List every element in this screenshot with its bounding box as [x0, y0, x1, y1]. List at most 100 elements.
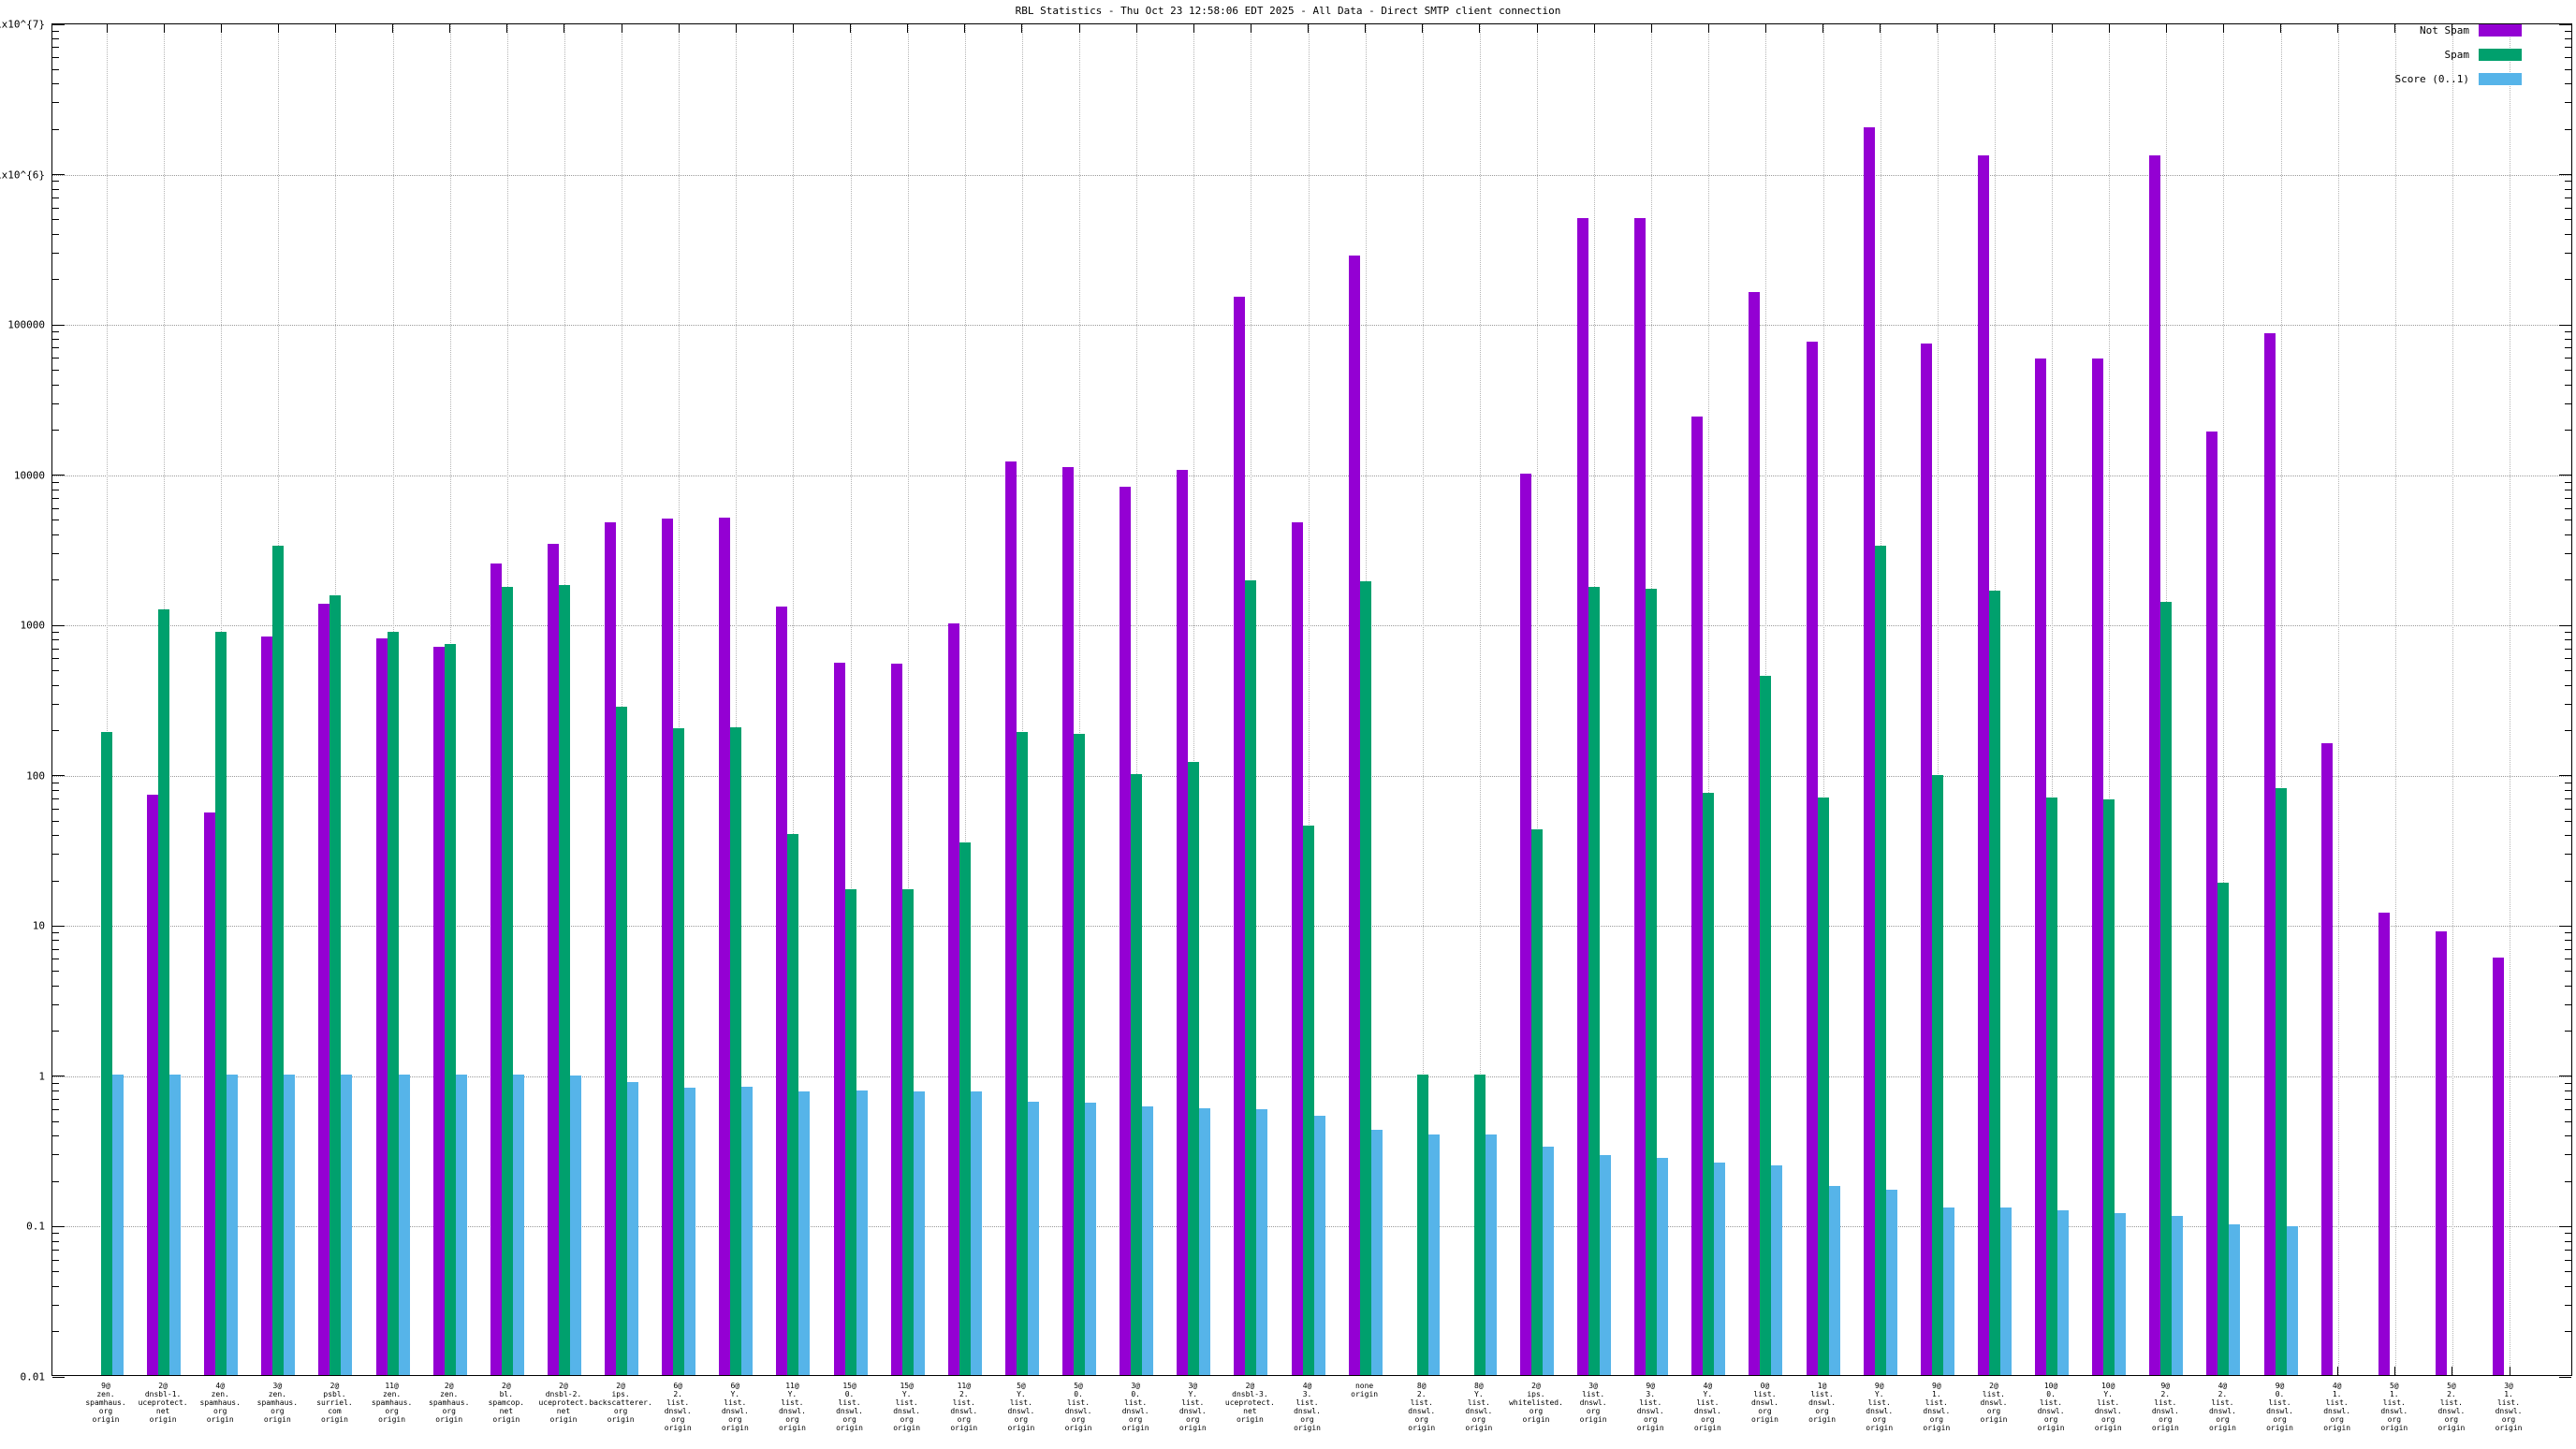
y-tick-label: 1x10^{6}: [0, 168, 45, 182]
y-minor-tick-right: [2565, 358, 2571, 359]
bar-spam: [616, 706, 628, 1375]
bar-spam: [901, 889, 914, 1375]
y-minor-tick-right: [2565, 1109, 2571, 1110]
v-gridline: [2394, 24, 2396, 1375]
bar-spam: [1531, 828, 1543, 1375]
y-minor-tick-left: [52, 948, 59, 950]
y-major-tick-left: [52, 624, 65, 626]
y-minor-tick-right: [2565, 648, 2571, 650]
v-gridline: [2223, 24, 2225, 1375]
y-major-tick-right: [2559, 1225, 2571, 1227]
bar-spam: [444, 644, 456, 1375]
bar-spam: [272, 545, 285, 1375]
bar-not-spam: [432, 647, 445, 1375]
x-tick-top: [792, 24, 794, 33]
x-tick-label: 4@ 2. list. dnswl. org origin: [2208, 1382, 2236, 1432]
y-minor-tick-left: [52, 68, 59, 70]
bar-not-spam: [1634, 217, 1647, 1375]
y-minor-tick-left: [52, 932, 59, 934]
v-gridline: [1422, 24, 1424, 1375]
x-tick-top: [2280, 24, 2282, 33]
x-tick-label: 10@ Y. list. dnswl. org origin: [2094, 1382, 2122, 1432]
y-minor-tick-left: [52, 498, 59, 500]
x-tick-label: 9@ 3. list. dnswl. org origin: [1636, 1382, 1664, 1432]
x-tick-label: 11@ Y. list. dnswl. org origin: [778, 1382, 806, 1432]
y-minor-tick-left: [52, 181, 59, 183]
bar-score: [2115, 1212, 2127, 1375]
bar-score: [1999, 1208, 2012, 1375]
v-gridline: [1308, 24, 1310, 1375]
x-tick-top: [1536, 24, 1538, 33]
y-major-tick-right: [2559, 1376, 2571, 1378]
y-minor-tick-left: [52, 481, 59, 483]
y-minor-tick-left: [52, 789, 59, 791]
x-tick-label: 15@ Y. list. dnswl. org origin: [893, 1382, 921, 1432]
bar-spam: [844, 889, 856, 1375]
y-minor-tick-right: [2565, 128, 2571, 130]
y-minor-tick-right: [2565, 1233, 2571, 1235]
y-minor-tick-left: [52, 57, 59, 59]
y-major-tick-right: [2559, 624, 2571, 626]
bar-score: [1370, 1129, 1383, 1375]
x-tick-top: [1994, 24, 1996, 33]
x-tick-top: [2108, 24, 2110, 33]
x-tick-top: [1822, 24, 1824, 33]
y-minor-tick-left: [52, 429, 59, 431]
y-minor-tick-right: [2565, 880, 2571, 882]
v-gridline: [736, 24, 738, 1375]
x-tick-label: 2@ ips. backscatterer. org origin: [589, 1382, 652, 1424]
x-tick-label: 4@ Y. list. dnswl. org origin: [1693, 1382, 1721, 1432]
x-tick-top: [2394, 24, 2396, 33]
y-minor-tick-left: [52, 798, 59, 800]
bar-not-spam: [2378, 912, 2390, 1375]
bar-score: [227, 1074, 239, 1375]
y-minor-tick-left: [52, 820, 59, 822]
y-minor-tick-right: [2565, 1099, 2571, 1101]
v-gridline: [793, 24, 795, 1375]
legend-swatch-score: [2479, 73, 2522, 85]
x-tick-bottom: [2337, 1367, 2339, 1375]
x-tick-label: 8@ 2. list. dnswl. org origin: [1408, 1382, 1436, 1432]
bar-spam: [1416, 1074, 1428, 1375]
y-minor-tick-left: [52, 83, 59, 85]
x-tick-top: [1021, 24, 1023, 33]
bar-not-spam: [662, 519, 674, 1375]
y-minor-tick-left: [52, 534, 59, 536]
y-minor-tick-right: [2565, 384, 2571, 386]
y-tick-label: 0.1: [26, 1220, 45, 1233]
bar-not-spam: [833, 662, 845, 1375]
bar-score: [1313, 1116, 1325, 1375]
y-minor-tick-left: [52, 1135, 59, 1137]
y-minor-tick-right: [2565, 820, 2571, 822]
y-minor-tick-left: [52, 358, 59, 359]
y-minor-tick-right: [2565, 207, 2571, 209]
v-gridline: [2109, 24, 2111, 1375]
y-minor-tick-right: [2565, 219, 2571, 221]
y-major-tick-right: [2559, 23, 2571, 25]
x-tick-top: [850, 24, 852, 33]
legend-item-not-spam: Not Spam: [2395, 24, 2522, 37]
x-tick-label: 11@ 2. list. dnswl. org origin: [950, 1382, 978, 1432]
y-minor-tick-left: [52, 808, 59, 810]
x-tick-top: [735, 24, 737, 33]
y-minor-tick-right: [2565, 102, 2571, 104]
x-tick-top: [449, 24, 451, 33]
y-minor-tick-left: [52, 670, 59, 672]
y-minor-tick-right: [2565, 835, 2571, 837]
bar-score: [512, 1074, 524, 1375]
bar-score: [284, 1074, 296, 1375]
bar-spam: [2046, 797, 2058, 1375]
x-tick-top: [1764, 24, 1766, 33]
x-tick-top: [1135, 24, 1137, 33]
bar-not-spam: [490, 564, 502, 1375]
x-tick-top: [1937, 24, 1939, 33]
x-tick-label: 11@ zen. spamhaus. org origin: [371, 1382, 413, 1424]
v-gridline: [1937, 24, 1939, 1375]
bar-spam: [1473, 1074, 1486, 1375]
plot-area: 1x10^{7} 1x10^{6} 100000 10000 1000 100 10 1 0.1…: [0, 19, 2572, 1383]
y-minor-tick-left: [52, 38, 59, 40]
y-minor-tick-left: [52, 233, 59, 235]
bar-not-spam: [1749, 292, 1761, 1375]
chart-title: RBL Statistics - Thu Oct 23 12:58:06 EDT…: [1015, 5, 1561, 17]
bar-not-spam: [1577, 217, 1589, 1375]
